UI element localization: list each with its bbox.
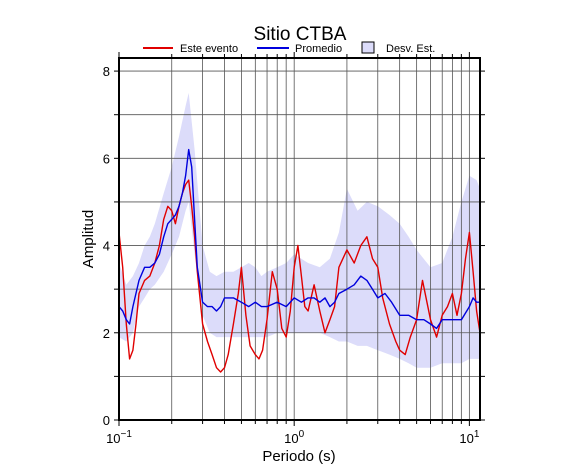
x-tick-label: 10−1: [106, 429, 132, 446]
plot-frame: [118, 57, 481, 421]
legend-label-desv-est: Desv. Est.: [386, 43, 435, 55]
legend-swatch-desv-est: [361, 41, 375, 54]
chart-title: Sitio CTBA: [254, 24, 347, 45]
y-tick-label: 6: [103, 151, 110, 166]
y-tick-label: 2: [103, 326, 110, 341]
legend-label-este-evento: Este evento: [180, 43, 238, 55]
series-line-promedio: [118, 148, 480, 330]
series-layer: [118, 148, 481, 373]
x-tick-label: 100: [284, 429, 304, 446]
legend-label-promedio: Promedio: [295, 43, 342, 55]
y-tick-label: 8: [103, 64, 110, 79]
tick-layer: 0 2 4 6 8 10−1 100 101: [103, 52, 485, 446]
y-axis-label: Amplitud: [80, 210, 97, 268]
x-tick-label: 101: [459, 429, 479, 446]
series-line-este-evento: [118, 179, 481, 373]
x-axis-label: Periodo (s): [262, 448, 335, 465]
y-tick-label: 0: [103, 413, 110, 428]
y-tick-label: 4: [103, 239, 110, 254]
legend: Este evento Promedio Desv. Est.: [143, 41, 435, 55]
